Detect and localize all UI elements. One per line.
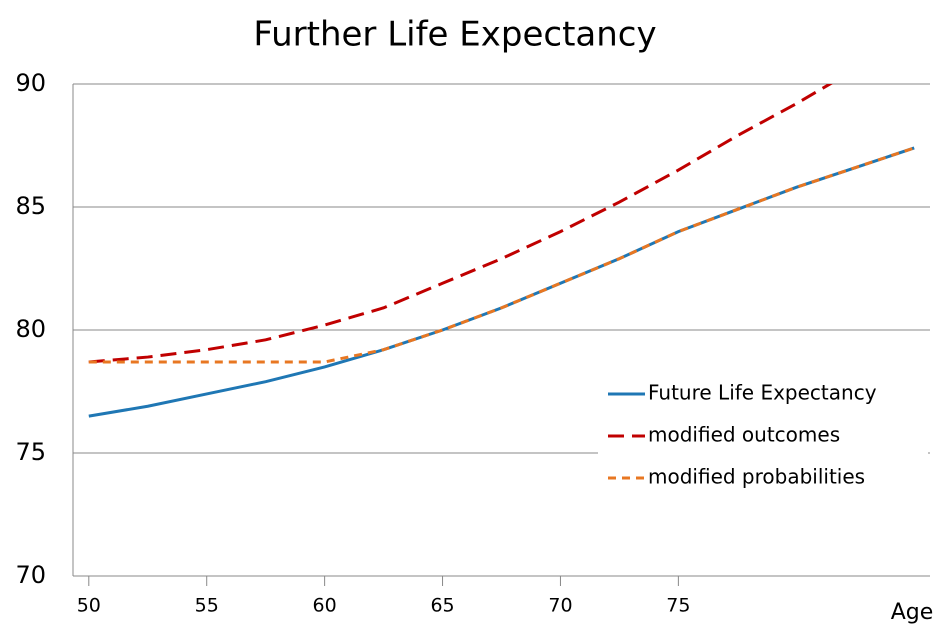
y-tick-label: 70 [15, 561, 46, 589]
chart-title: Further Life Expectancy [253, 15, 656, 55]
y-tick-label: 85 [15, 192, 46, 220]
x-tick-label: 50 [77, 595, 101, 617]
legend-label: modified outcomes [648, 423, 840, 447]
x-tick-label: 60 [313, 595, 337, 617]
x-tick-label: 75 [666, 595, 690, 617]
legend-label: Future Life Expectancy [648, 381, 877, 405]
x-tick-label: 70 [548, 595, 572, 617]
line-series [88, 146, 915, 364]
legend-box [598, 372, 928, 502]
legend-label: modified probabilities [648, 465, 865, 489]
x-axis-label: Age [891, 600, 934, 625]
plot-area [88, 84, 915, 418]
x-tick-label: 55 [195, 595, 219, 617]
y-tick-label: 80 [15, 315, 46, 343]
y-tick-label: 90 [15, 69, 46, 97]
x-tick-label: 65 [430, 595, 454, 617]
y-tick-label: 75 [15, 438, 46, 466]
